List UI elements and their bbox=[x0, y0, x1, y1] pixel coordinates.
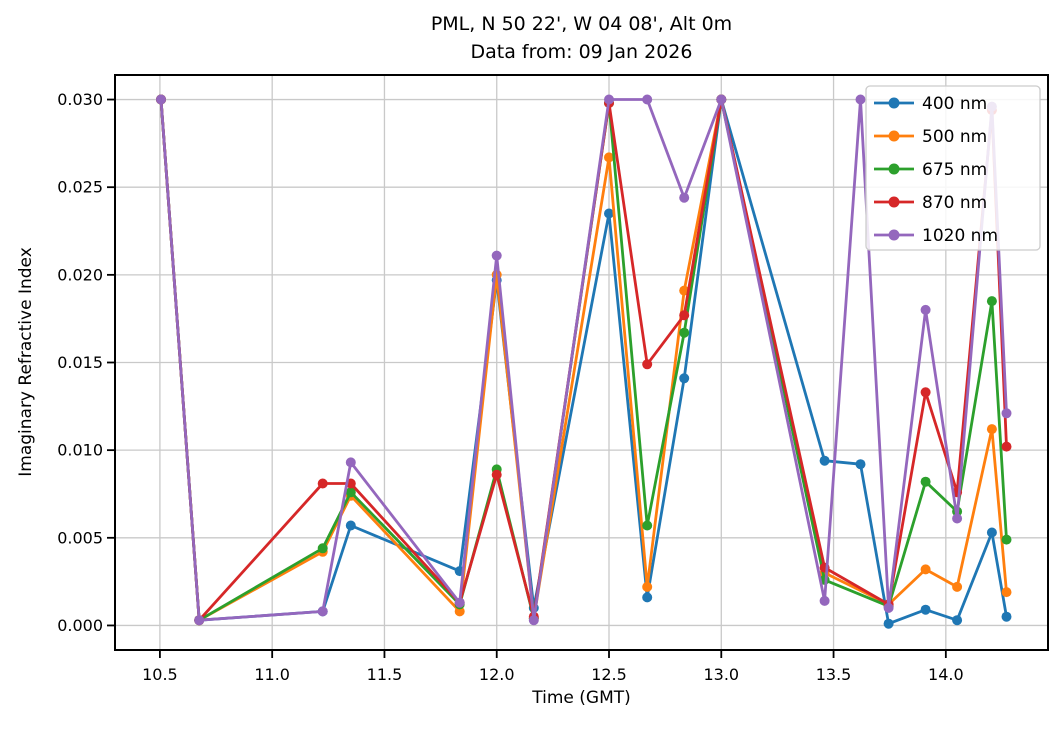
legend-label-870-nm: 870 nm bbox=[922, 193, 987, 213]
legend-label-500-nm: 500 nm bbox=[922, 127, 987, 147]
data-point-1020-nm bbox=[819, 595, 830, 606]
data-point-500-nm bbox=[1001, 587, 1012, 598]
x-tick-label: 11.5 bbox=[367, 665, 403, 684]
data-point-500-nm bbox=[454, 606, 465, 617]
data-point-1020-nm bbox=[194, 615, 205, 626]
data-point-400-nm bbox=[952, 615, 963, 626]
legend: 400 nm 500 nm 675 nm 870 nm 1020 nm bbox=[865, 85, 1041, 251]
legend-marker-1020-nm bbox=[888, 229, 900, 241]
data-point-1020-nm bbox=[1001, 408, 1012, 419]
chart-subtitle: Data from: 09 Jan 2026 bbox=[470, 41, 693, 63]
data-point-870-nm bbox=[1001, 441, 1012, 452]
legend-item-400-nm: 400 nm bbox=[874, 94, 987, 114]
y-axis-label: Imaginary Refractive Index bbox=[16, 247, 36, 477]
data-point-870-nm bbox=[679, 310, 690, 321]
data-point-1020-nm bbox=[491, 250, 502, 261]
data-point-1020-nm bbox=[156, 94, 166, 105]
legend-marker-400-nm bbox=[888, 97, 900, 109]
tick-labels: 10.5 11.0 11.5 12.0 12.5 13.0 13.5 14.0 0.000 0.0… bbox=[57, 90, 963, 684]
data-point-1020-nm bbox=[716, 94, 727, 105]
legend-marker-500-nm bbox=[888, 130, 900, 142]
data-point-870-nm bbox=[317, 478, 328, 489]
data-point-400-nm bbox=[642, 592, 653, 603]
data-point-400-nm bbox=[819, 455, 830, 466]
data-point-1020-nm bbox=[855, 94, 866, 105]
chart-title-block: PML, N 50 22', W 04 08', Alt 0m Data fro… bbox=[115, 10, 1048, 66]
legend-item-1020-nm: 1020 nm bbox=[874, 226, 998, 246]
data-point-500-nm bbox=[642, 581, 653, 592]
series-1020-nm bbox=[156, 94, 1012, 626]
legend-box bbox=[865, 85, 1041, 251]
x-axis-label: Time (GMT) bbox=[532, 688, 631, 708]
data-point-1020-nm bbox=[883, 602, 894, 613]
data-point-500-nm bbox=[604, 152, 614, 163]
data-point-675-nm bbox=[317, 543, 328, 554]
legend-marker-675-nm bbox=[888, 163, 900, 175]
data-point-870-nm bbox=[920, 387, 931, 398]
y-tick-label: 0.020 bbox=[57, 265, 103, 284]
data-point-870-nm bbox=[491, 469, 502, 480]
data-point-400-nm bbox=[855, 459, 866, 470]
data-point-1020-nm bbox=[952, 513, 963, 524]
x-tick-label: 14.0 bbox=[928, 665, 964, 684]
x-tick-label: 11.0 bbox=[254, 665, 290, 684]
axis-ticks bbox=[107, 98, 947, 658]
data-point-1020-nm bbox=[679, 192, 690, 203]
y-tick-label: 0.000 bbox=[57, 616, 103, 635]
x-tick-label: 12.0 bbox=[479, 665, 515, 684]
data-point-400-nm bbox=[1001, 611, 1012, 622]
data-point-675-nm bbox=[345, 487, 356, 498]
y-tick-label: 0.010 bbox=[57, 441, 103, 460]
data-point-1020-nm bbox=[920, 304, 931, 315]
x-tick-label: 10.5 bbox=[142, 665, 178, 684]
data-point-500-nm bbox=[986, 424, 997, 435]
legend-item-870-nm: 870 nm bbox=[874, 193, 987, 213]
series-line-400-nm bbox=[159, 98, 1008, 626]
data-point-1020-nm bbox=[642, 94, 653, 105]
data-point-400-nm bbox=[604, 208, 614, 219]
data-point-675-nm bbox=[642, 520, 653, 531]
y-tick-label: 0.025 bbox=[57, 178, 103, 197]
legend-label-400-nm: 400 nm bbox=[922, 94, 987, 114]
y-tick-label: 0.005 bbox=[57, 528, 103, 547]
legend-label-1020-nm: 1020 nm bbox=[922, 226, 998, 246]
data-point-400-nm bbox=[345, 520, 356, 531]
x-tick-label: 12.5 bbox=[591, 665, 627, 684]
y-tick-label: 0.015 bbox=[57, 353, 103, 372]
data-point-1020-nm bbox=[317, 606, 328, 617]
data-point-1020-nm bbox=[528, 615, 539, 626]
data-point-1020-nm bbox=[345, 457, 356, 468]
legend-marker-870-nm bbox=[888, 196, 900, 208]
legend-item-675-nm: 675 nm bbox=[874, 160, 987, 180]
x-tick-label: 13.5 bbox=[816, 665, 852, 684]
data-point-870-nm bbox=[642, 359, 653, 370]
legend-label-675-nm: 675 nm bbox=[922, 160, 987, 180]
chart-title: PML, N 50 22', W 04 08', Alt 0m bbox=[430, 13, 733, 35]
data-point-675-nm bbox=[920, 476, 931, 487]
data-point-675-nm bbox=[1001, 534, 1012, 545]
series-line-1020-nm bbox=[159, 98, 1008, 622]
data-point-1020-nm bbox=[454, 597, 465, 608]
data-point-675-nm bbox=[679, 327, 690, 338]
data-point-500-nm bbox=[952, 581, 963, 592]
x-tick-label: 13.0 bbox=[703, 665, 739, 684]
y-tick-label: 0.030 bbox=[57, 90, 103, 109]
data-point-400-nm bbox=[920, 604, 931, 615]
data-point-400-nm bbox=[679, 373, 690, 384]
data-point-400-nm bbox=[883, 618, 894, 629]
data-point-675-nm bbox=[986, 296, 997, 307]
data-point-500-nm bbox=[920, 564, 931, 575]
legend-item-500-nm: 500 nm bbox=[874, 127, 987, 147]
data-point-1020-nm bbox=[604, 94, 614, 105]
data-point-400-nm bbox=[986, 527, 997, 538]
